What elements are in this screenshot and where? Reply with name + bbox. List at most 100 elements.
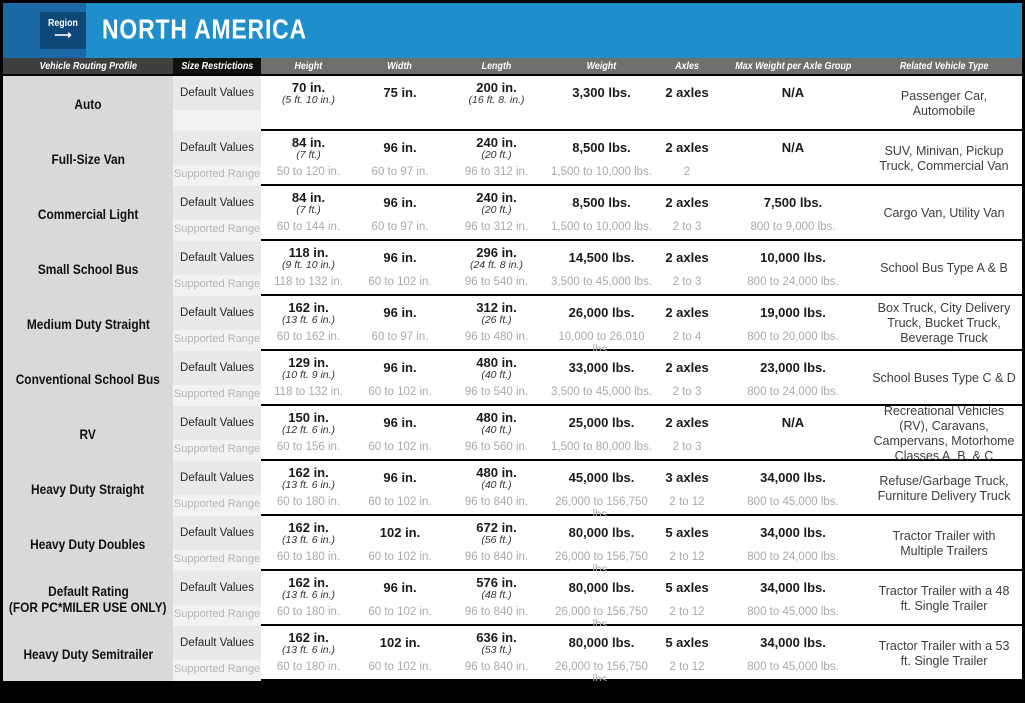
width-supported-range: 60 to 102 in.	[368, 496, 432, 508]
weight-default-value: 26,000 lbs.	[568, 305, 635, 320]
height-default-value: 162 in.	[288, 574, 329, 590]
length-supported-range: 96 to 312 in.	[464, 221, 529, 233]
length-supported-range: 96 to 312 in.	[464, 166, 529, 178]
height-default-value: 84 in.	[291, 189, 326, 205]
column-header-related-vehicle-type: Related Vehicle Type	[899, 60, 989, 72]
weight-cell: 33,000 lbs. 3,500 to 45,000 lbs.	[549, 351, 654, 406]
length-cell: 636 in. (53 ft.) 96 to 840 in.	[444, 626, 549, 681]
weight-supported-range	[549, 110, 654, 131]
length-default-value: 240 in.	[476, 134, 517, 150]
axles-supported-range: 2 to 3	[672, 386, 702, 398]
length-supported-range: 96 to 840 in.	[464, 496, 529, 508]
axles-supported-range: 2 to 12	[669, 551, 705, 563]
supported-range-label: Supported Range	[173, 663, 261, 675]
profile-name: Conventional School Bus	[15, 370, 161, 387]
axles-supported-range: 2 to 12	[669, 606, 705, 618]
axles-supported-range: 2	[683, 166, 691, 178]
table-row: RV Default Values Supported Range 150 in…	[3, 404, 1022, 461]
height-cell: 162 in. (13 ft. 6 in.) 60 to 180 in.	[261, 626, 356, 681]
width-default-value: 96 in.	[383, 195, 417, 210]
height-supported-range: 60 to 156 in.	[276, 441, 341, 453]
length-default-subvalue: (40 ft.)	[481, 423, 512, 436]
weight-default-value: 45,000 lbs.	[568, 470, 635, 485]
weight-supported-range: 1,500 to 10,000 lbs.	[550, 221, 653, 233]
width-cell: 75 in.	[356, 76, 444, 131]
length-cell: 576 in. (48 ft.) 96 to 840 in.	[444, 571, 549, 626]
supported-range-label: Supported Range	[173, 443, 261, 455]
related-vehicle-type-cell: Tractor Trailer with Multiple Trailers	[866, 516, 1022, 571]
weight-supported-range: 10,000 to 26,010 lbs.	[558, 331, 645, 351]
axles-supported-range: 2 to 3	[672, 221, 702, 233]
width-supported-range: 60 to 102 in.	[368, 661, 432, 673]
default-values-label: Default Values	[180, 197, 254, 209]
length-cell: 312 in. (26 ft.) 96 to 480 in.	[444, 296, 549, 351]
height-supported-range: 118 to 132 in.	[274, 276, 343, 288]
profile-name: Heavy Duty Semitrailer	[23, 645, 153, 662]
table-row: Heavy Duty Semitrailer Default Values Su…	[3, 624, 1022, 681]
related-vehicle-type-value: Box Truck, City Delivery Truck, Bucket T…	[877, 301, 1011, 345]
weight-supported-range: 3,500 to 45,000 lbs.	[550, 276, 653, 288]
related-vehicle-type-value: Passenger Car, Automobile	[900, 88, 988, 118]
profile-name-cell: Heavy Duty Doubles	[3, 516, 173, 571]
width-cell: 102 in. 60 to 102 in.	[356, 516, 444, 571]
height-supported-range: 60 to 144 in.	[276, 221, 341, 233]
height-default-value: 162 in.	[288, 519, 329, 535]
profile-name: Heavy Duty Straight	[31, 480, 145, 497]
axles-cell: 2 axles 2 to 3	[654, 351, 720, 406]
axles-cell: 2 axles 2	[654, 131, 720, 186]
default-values-label: Default Values	[180, 307, 254, 319]
weight-supported-range: 3,500 to 45,000 lbs.	[550, 386, 653, 398]
length-default-value: 480 in.	[476, 409, 517, 425]
height-default-subvalue: (7 ft.)	[296, 148, 321, 161]
profile-name: Commercial Light	[37, 205, 139, 222]
length-default-value: 200 in.	[476, 79, 517, 95]
table-row: Small School Bus Default Values Supporte…	[3, 239, 1022, 296]
size-restrictions-cell: Default Values Supported Range	[173, 296, 261, 351]
max-weight-supported-range	[720, 440, 866, 461]
length-default-value: 480 in.	[476, 464, 517, 480]
height-cell: 118 in. (9 ft. 10 in.) 118 to 132 in.	[261, 241, 356, 296]
column-header-height: Height	[294, 60, 323, 72]
height-default-subvalue: (7 ft.)	[296, 203, 321, 216]
table-body: Auto Default Values 70 in. (5 ft. 10 in.…	[3, 74, 1022, 681]
length-supported-range: 96 to 480 in.	[464, 331, 529, 343]
width-supported-range: 60 to 97 in.	[371, 166, 429, 178]
width-default-value: 102 in.	[379, 525, 421, 540]
axles-default-value: 2 axles	[665, 305, 709, 320]
max-weight-default-value: 23,000 lbs.	[760, 360, 826, 375]
profile-name: Full-Size Van	[51, 150, 125, 167]
max-weight-supported-range	[720, 165, 866, 186]
height-supported-range: 60 to 162 in.	[276, 331, 341, 343]
length-default-subvalue: (40 ft.)	[481, 368, 512, 381]
weight-supported-range: 1,500 to 80,000 lbs.	[550, 441, 653, 453]
size-restrictions-cell: Default Values Supported Range	[173, 406, 261, 461]
weight-cell: 45,000 lbs. 26,000 to 156,750 lbs.	[549, 461, 654, 517]
axles-default-value: 5 axles	[665, 635, 709, 650]
height-default-value: 162 in.	[288, 464, 329, 480]
width-supported-range: 60 to 97 in.	[371, 331, 429, 343]
max-weight-per-axle-group-cell: 34,000 lbs. 800 to 24,000 lbs.	[720, 516, 866, 571]
axles-cell: 5 axles 2 to 12	[654, 516, 720, 571]
height-default-subvalue: (13 ft. 6 in.)	[281, 643, 336, 656]
height-cell: 162 in. (13 ft. 6 in.) 60 to 180 in.	[261, 516, 356, 571]
height-cell: 70 in. (5 ft. 10 in.)	[261, 76, 356, 131]
table-row: Default Rating (FOR PC*MILER USE ONLY) D…	[3, 569, 1022, 626]
length-cell: 296 in. (24 ft. 8 in.) 96 to 540 in.	[444, 241, 549, 296]
profile-name: RV	[79, 425, 97, 442]
arrow-right-icon: ⟶	[54, 27, 72, 42]
weight-cell: 25,000 lbs. 1,500 to 80,000 lbs.	[549, 406, 654, 461]
width-cell: 102 in. 60 to 102 in.	[356, 626, 444, 681]
length-cell: 240 in. (20 ft.) 96 to 312 in.	[444, 131, 549, 186]
max-weight-supported-range: 800 to 45,000 lbs.	[747, 661, 839, 673]
width-cell: 96 in. 60 to 102 in.	[356, 571, 444, 626]
height-cell: 84 in. (7 ft.) 50 to 120 in.	[261, 131, 356, 186]
width-default-value: 96 in.	[383, 305, 417, 320]
length-default-value: 576 in.	[476, 574, 517, 590]
profile-name-cell: Heavy Duty Straight	[3, 461, 173, 516]
length-supported-range: 96 to 540 in.	[464, 276, 529, 288]
height-cell: 84 in. (7 ft.) 60 to 144 in.	[261, 186, 356, 241]
length-default-subvalue: (40 ft.)	[481, 478, 512, 491]
column-header-row: Vehicle Routing Profile Size Restriction…	[3, 58, 1022, 74]
related-vehicle-type-cell: Tractor Trailer with a 53 ft. Single Tra…	[866, 626, 1022, 681]
height-supported-range: 50 to 120 in.	[276, 166, 341, 178]
